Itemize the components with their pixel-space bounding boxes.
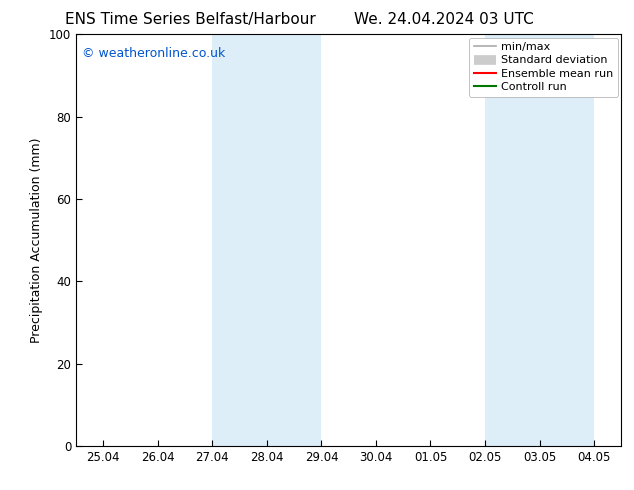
Y-axis label: Precipitation Accumulation (mm): Precipitation Accumulation (mm) [30,137,43,343]
Bar [485,34,594,446]
Text: ENS Time Series Belfast/Harbour: ENS Time Series Belfast/Harbour [65,12,316,27]
Bar [212,34,321,446]
Legend: min/max, Standard deviation, Ensemble mean run, Controll run: min/max, Standard deviation, Ensemble me… [469,38,618,97]
Text: We. 24.04.2024 03 UTC: We. 24.04.2024 03 UTC [354,12,534,27]
Text: © weatheronline.co.uk: © weatheronline.co.uk [82,47,225,60]
